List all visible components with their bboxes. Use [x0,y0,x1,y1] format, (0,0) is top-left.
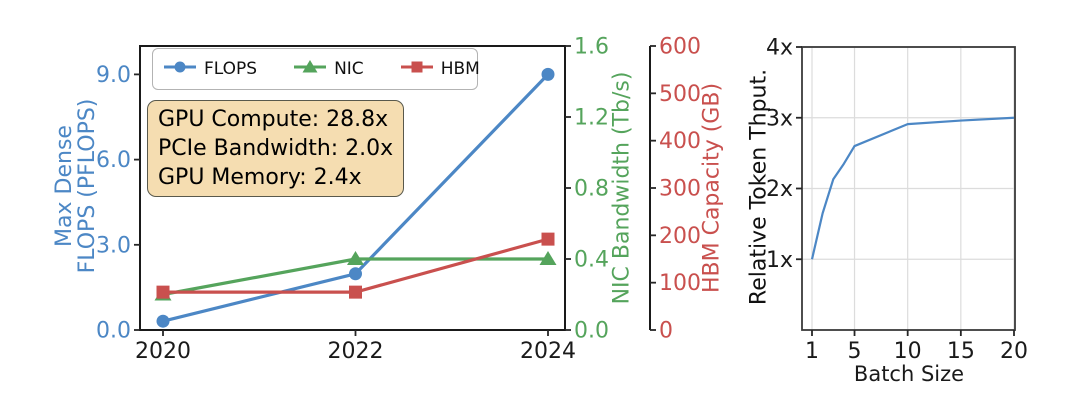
svg-text:6.0: 6.0 [96,148,131,173]
hbm-axis-label: HBM Capacity (GB) [699,82,725,294]
nic-axis-label: NIC Bandwidth (Tb/s) [609,71,635,305]
svg-text:2x: 2x [766,177,793,202]
svg-text:15: 15 [947,339,975,364]
svg-text:3x: 3x [766,106,793,131]
left-y-axis-label: Max Dense FLOPS (PFLOPS) [52,98,100,274]
svg-text:300: 300 [659,177,701,202]
data-point-triangle [347,251,364,265]
legend-label-flops: FLOPS [204,59,258,79]
legend-item-hbm: HBM [400,58,480,80]
svg-text:0.0: 0.0 [574,319,609,344]
hbm-line-square-icon [400,58,434,80]
legend-label-hbm: HBM [440,59,480,79]
svg-text:1.2: 1.2 [574,106,609,131]
legend-label-nic: NIC [334,59,364,79]
nic-line-triangle-icon [293,58,327,80]
legend: FLOPS NIC HBM [152,48,480,90]
data-point-triangle [539,251,557,265]
data-point-circle [349,267,362,281]
svg-text:9.0: 9.0 [96,63,131,88]
annotation-line-gpu-memory: GPU Memory: 2.4x [158,165,362,190]
svg-text:500: 500 [659,82,701,107]
svg-text:1: 1 [805,339,819,364]
svg-text:0.0: 0.0 [96,319,131,344]
throughput-axis-label: Relative Token Thput. [746,68,772,306]
svg-text:600: 600 [659,35,701,60]
svg-text:1.6: 1.6 [574,35,609,60]
flops-line-circle-icon [163,58,197,80]
svg-text:20: 20 [1000,339,1028,364]
throughput-series-line [810,116,1015,260]
svg-text:4x: 4x [766,36,793,61]
annotation-line-gpu-compute: GPU Compute: 28.8x [158,107,389,132]
svg-text:5: 5 [848,339,862,364]
svg-text:0: 0 [659,319,673,344]
svg-text:1x: 1x [766,248,793,273]
legend-item-flops: FLOPS [163,58,257,80]
data-point-square [541,232,555,246]
data-point-square [156,285,170,299]
svg-text:3.0: 3.0 [96,233,131,258]
svg-text:100: 100 [659,271,701,296]
svg-text:2020: 2020 [135,339,191,364]
svg-text:10: 10 [894,339,922,364]
data-point-circle [156,314,170,328]
svg-text:2024: 2024 [520,339,576,364]
svg-text:400: 400 [659,129,701,154]
legend-item-nic: NIC [293,58,364,80]
data-point-circle [541,67,555,81]
left-y-axis-label-line1: Max Dense [52,125,77,247]
svg-text:0.8: 0.8 [574,177,609,202]
svg-text:2022: 2022 [328,339,384,364]
batch-size-axis-label: Batch Size [853,362,965,386]
svg-text:0.4: 0.4 [574,248,609,273]
svg-text:200: 200 [659,224,701,249]
annotation-line-pcie-bandwidth: PCIe Bandwidth: 2.0x [158,136,394,161]
data-point-square [349,285,362,299]
annotation-box: GPU Compute: 28.8x PCIe Bandwidth: 2.0x … [147,100,405,197]
left-y-axis-label-line2: FLOPS (PFLOPS) [75,98,100,274]
